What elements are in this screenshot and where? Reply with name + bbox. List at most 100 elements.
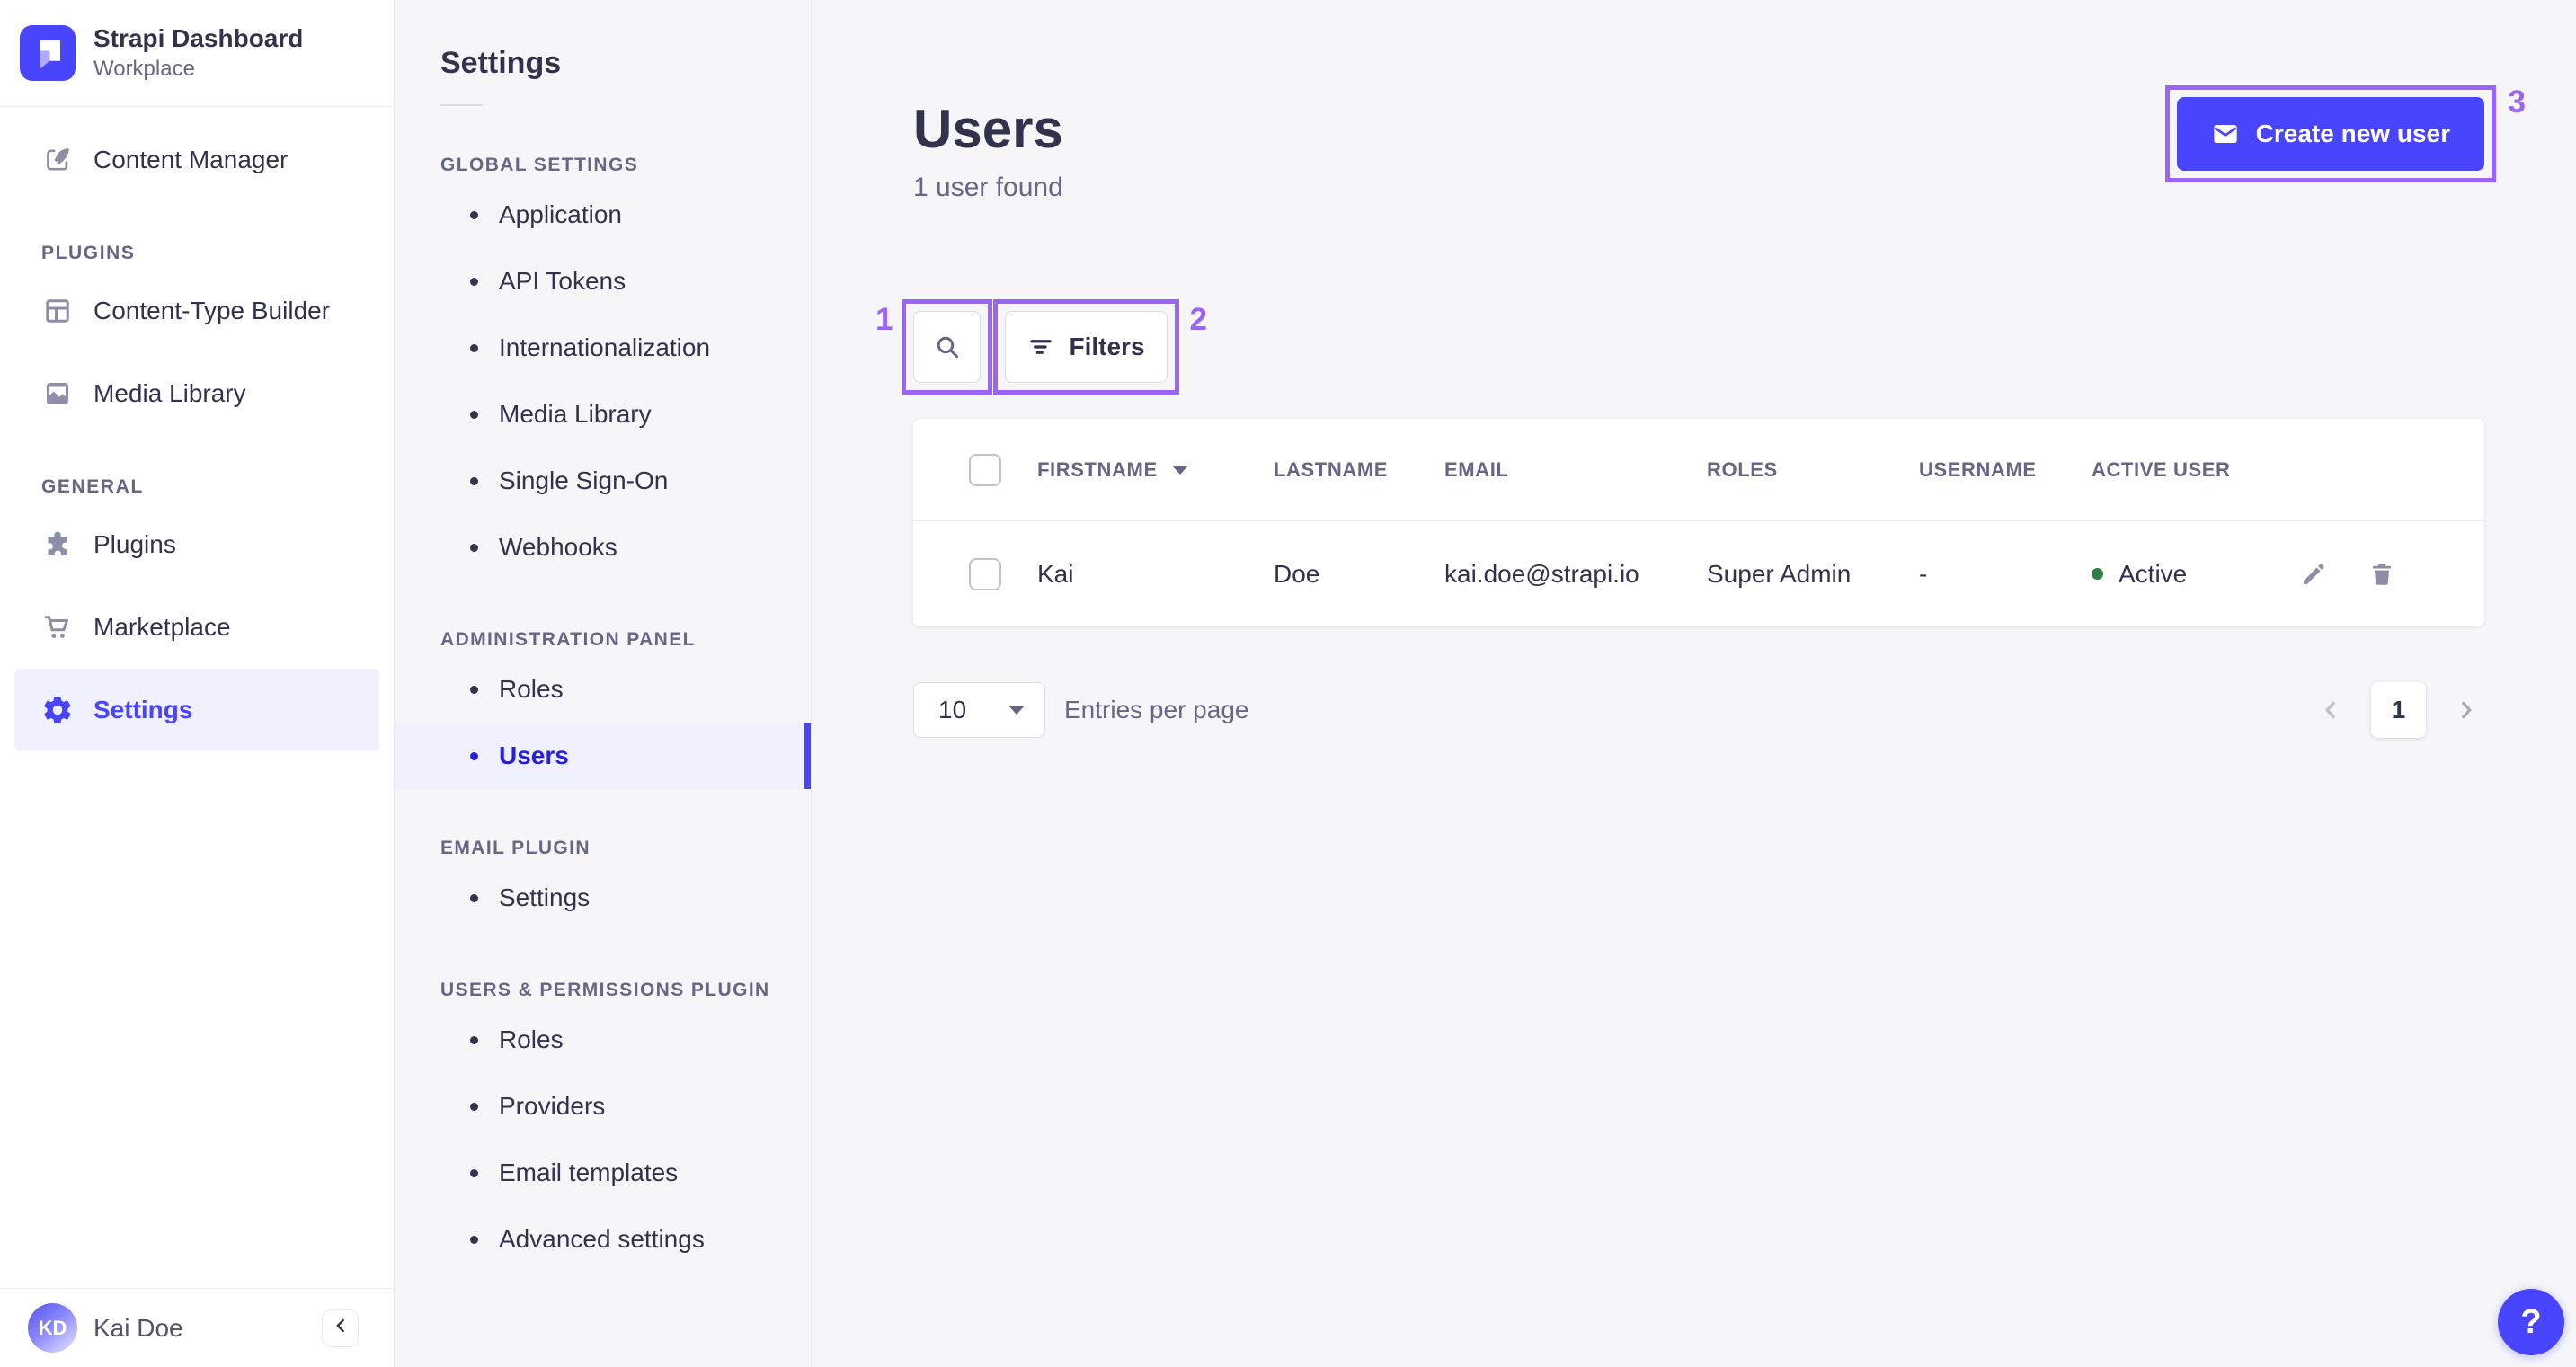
subnav-item-label: Email templates [499, 1158, 679, 1186]
sidebar-divider [0, 106, 394, 107]
subnav-item-email-templates[interactable]: Email templates [395, 1140, 811, 1206]
cell-email: kai.doe@strapi.io [1444, 559, 1639, 588]
column-label: ACTIVE USER [2092, 457, 2231, 481]
brand-text: Strapi Dashboard Workplace [93, 23, 303, 83]
subnav-item-advanced-settings[interactable]: Advanced settings [395, 1206, 811, 1273]
column-label: EMAIL [1444, 457, 1509, 481]
row-checkbox-cell [913, 557, 1037, 590]
pagination-row: 10 Entries per page 1 [913, 682, 2484, 738]
sidebar-item-content-manager[interactable]: Content Manager [14, 119, 379, 201]
subnav-item-label: Providers [499, 1092, 606, 1120]
bullet-icon [470, 1168, 478, 1177]
content-manager-icon [41, 144, 74, 176]
table-row[interactable]: Kai Doe kai.doe@strapi.io Super Admin - … [913, 521, 2484, 626]
row-checkbox[interactable] [969, 557, 1001, 590]
cell-active-user: Active [2092, 560, 2298, 589]
bullet-icon [470, 751, 478, 760]
active-indicator-bar [804, 723, 811, 789]
status-badge: Active [2119, 559, 2188, 588]
subnav-item-api-tokens[interactable]: API Tokens [395, 248, 811, 315]
sidebar-item-label: Plugins [93, 530, 176, 558]
cart-icon [41, 611, 74, 644]
sort-desc-icon[interactable] [1171, 465, 1188, 475]
cell-roles: Super Admin [1707, 559, 1852, 588]
collapse-sidebar-button[interactable] [322, 1309, 359, 1347]
subnav-title: Settings [440, 46, 562, 80]
sidebar-item-marketplace[interactable]: Marketplace [14, 586, 379, 669]
subnav-item-up-roles[interactable]: Roles [395, 1007, 811, 1073]
cell-lastname: Doe [1274, 559, 1320, 588]
sidebar-item-plugins[interactable]: Plugins [14, 503, 379, 586]
subnav-section-users-permissions-plugin: USERS & PERMISSIONS PLUGIN [440, 980, 770, 1000]
subnav-item-label: Webhooks [499, 533, 617, 561]
bullet-icon [470, 343, 478, 352]
entries-per-page-label: Entries per page [1064, 696, 1249, 723]
row-actions [2298, 560, 2484, 589]
subnav-item-application[interactable]: Application [395, 182, 811, 248]
page-number-1[interactable]: 1 [2371, 682, 2426, 738]
subnav-section-administration-panel: ADMINISTRATION PANEL [440, 629, 696, 650]
previous-page-button[interactable] [2313, 692, 2349, 728]
avatar[interactable]: KD [28, 1303, 77, 1353]
pager: 1 [2313, 682, 2484, 738]
sidebar-item-content-type-builder[interactable]: Content-Type Builder [14, 270, 379, 352]
filters-button[interactable]: Filters [1005, 311, 1168, 383]
select-all-checkbox[interactable] [969, 453, 1001, 486]
sidebar-item-label: Content Manager [93, 146, 289, 173]
subnav-item-admin-users[interactable]: Users [395, 723, 811, 789]
subnav-item-label: Settings [499, 883, 591, 911]
main-content: Users 1 user found 3 Create new user [812, 0, 2576, 1367]
brand-title: Strapi Dashboard [93, 24, 304, 52]
subnav-item-single-sign-on[interactable]: Single Sign-On [395, 448, 811, 514]
subnav-item-admin-roles[interactable]: Roles [395, 656, 811, 723]
cell-firstname: Kai [1037, 559, 1074, 588]
search-button[interactable] [913, 311, 981, 383]
subnav-item-internationalization[interactable]: Internationalization [395, 315, 811, 381]
subnav-item-label: Internationalization [499, 333, 711, 361]
main-sidebar: Strapi Dashboard Workplace Content Manag… [0, 0, 395, 1367]
search-icon [933, 333, 962, 361]
subnav-item-label: API Tokens [499, 267, 626, 295]
subnav-item-providers[interactable]: Providers [395, 1073, 811, 1140]
active-status-dot [2092, 568, 2103, 580]
page-header-text: Users 1 user found [913, 101, 1063, 203]
sidebar-item-media-library[interactable]: Media Library [14, 352, 379, 435]
sidebar-item-settings[interactable]: Settings [14, 669, 379, 751]
subnav-rule [440, 104, 483, 106]
header-checkbox-cell [913, 453, 1037, 486]
sidebar-item-label: Content-Type Builder [93, 297, 331, 324]
footer-divider [0, 1288, 394, 1289]
create-user-annotated-group: 3 Create new user [2164, 85, 2526, 182]
subnav-item-email-settings[interactable]: Settings [395, 865, 811, 931]
column-header-active-user[interactable]: ACTIVE USER [2092, 458, 2298, 482]
sidebar-footer: KD Kai Doe [0, 1288, 394, 1367]
filters-annotated-group: 2 Filters [993, 299, 1207, 395]
sidebar-item-label: Marketplace [93, 613, 231, 641]
workspace-brand[interactable]: Strapi Dashboard Workplace [0, 0, 394, 106]
column-label: LASTNAME [1274, 457, 1389, 481]
page-size-select[interactable]: 10 [913, 682, 1045, 738]
column-header-roles[interactable]: ROLES [1707, 458, 1919, 482]
bullet-icon [470, 1102, 478, 1111]
delete-trash-icon[interactable] [2367, 560, 2396, 589]
search-annotated-group: 1 [875, 299, 992, 395]
edit-pencil-icon[interactable] [2299, 560, 2328, 589]
annotation-label-1: 1 [875, 302, 893, 337]
help-button[interactable]: ? [2498, 1289, 2564, 1355]
user-count-text: 1 user found [913, 173, 1063, 202]
user-row: KD Kai Doe [0, 1289, 394, 1367]
table-header-row: FIRSTNAME LASTNAME EMAIL ROLES USERNAME … [913, 419, 2484, 521]
column-header-email[interactable]: EMAIL [1444, 458, 1707, 482]
chevron-left-icon [329, 1314, 352, 1342]
next-page-button[interactable] [2448, 692, 2484, 728]
sidebar-section-plugins: PLUGINS [41, 243, 136, 263]
create-new-user-button[interactable]: Create new user [2176, 97, 2484, 171]
subnav-item-media-library[interactable]: Media Library [395, 381, 811, 448]
column-header-username[interactable]: USERNAME [1919, 458, 2092, 482]
layout-grid-icon [41, 295, 74, 327]
column-header-lastname[interactable]: LASTNAME [1274, 458, 1444, 482]
column-header-firstname[interactable]: FIRSTNAME [1037, 458, 1274, 482]
subnav-item-webhooks[interactable]: Webhooks [395, 514, 811, 581]
puzzle-icon [41, 528, 74, 561]
